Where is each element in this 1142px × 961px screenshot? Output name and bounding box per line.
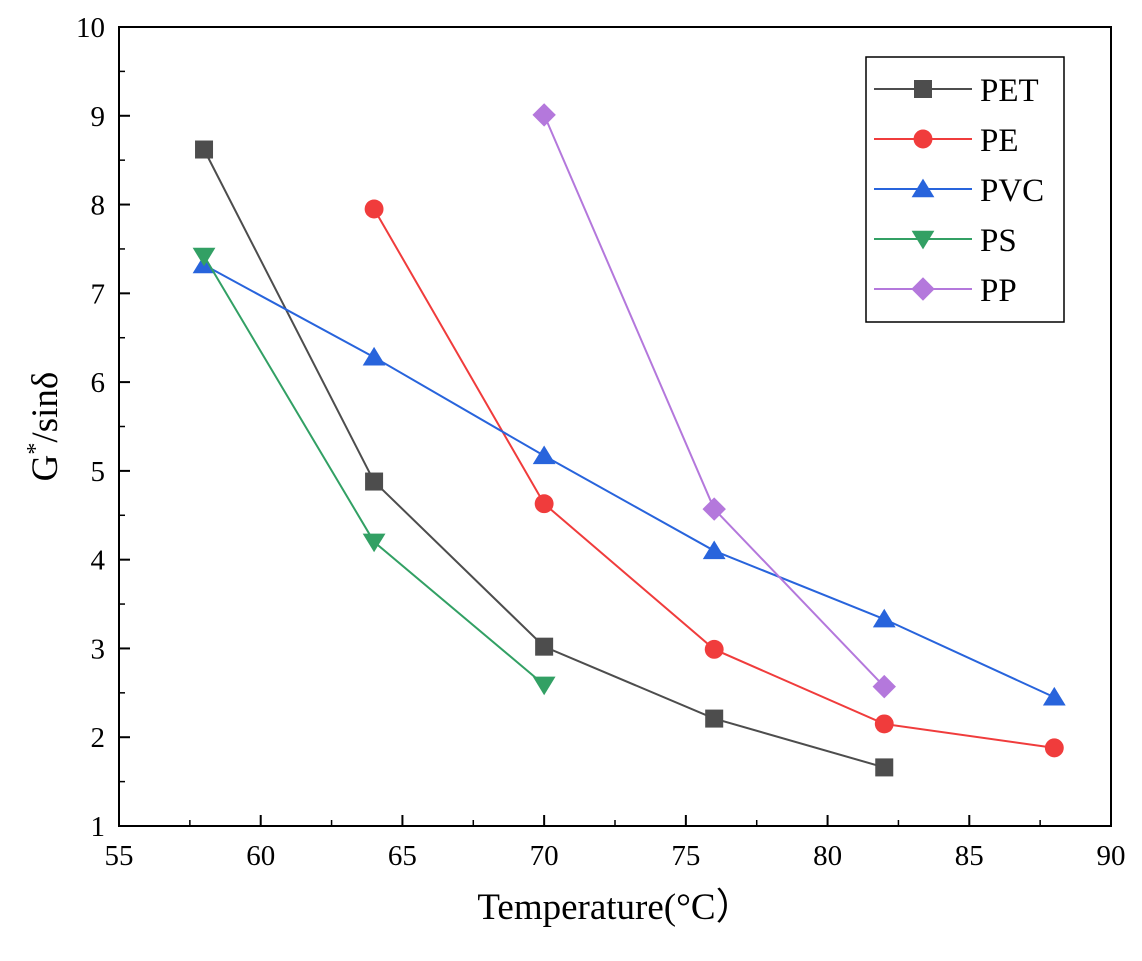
series-line-pvc (203, 264, 1055, 699)
legend-marker-pe (913, 129, 933, 149)
y-tick-label: 8 (91, 190, 106, 222)
data-point-ps (532, 676, 556, 696)
tick-labels-layer: 55 60 65 70 75 80 85 90 1 2 3 4 5 6 7 8 9 10 (76, 12, 1126, 872)
y-tick-label: 3 (91, 633, 106, 665)
data-point-pp (872, 674, 896, 699)
y-axis-title-tail: /sinδ (25, 372, 66, 443)
data-point-pvc (362, 346, 386, 366)
y-tick-label: 7 (91, 278, 106, 310)
data-point-pet (705, 709, 724, 728)
data-point-pet (875, 758, 894, 777)
y-tick-label: 6 (91, 367, 106, 399)
y-tick-label: 4 (91, 545, 106, 577)
x-tick-label: 60 (246, 840, 275, 872)
data-point-pe (1044, 738, 1064, 758)
data-point-pvc (1042, 686, 1066, 706)
legend-marker-pet (914, 80, 932, 98)
data-point-pe (534, 494, 554, 514)
legend: PET PE PVC PS PP (865, 56, 1065, 323)
series-layer (192, 103, 1066, 777)
data-point-pp (532, 103, 556, 127)
data-point-ps (362, 533, 386, 553)
y-axis-title: G*/sinδ (23, 372, 66, 482)
legend-item-ps: PS (874, 223, 1017, 259)
x-tick-label: 70 (530, 840, 559, 872)
x-axis-title: Temperature(°C） (477, 887, 752, 928)
data-point-pe (364, 199, 384, 219)
ticks-layer (118, 26, 1112, 827)
series-pp (532, 103, 896, 699)
legend-label-pvc: PVC (980, 173, 1044, 209)
series-pvc (192, 254, 1066, 706)
x-tick-label: 90 (1097, 840, 1126, 872)
x-tick-label: 55 (105, 840, 134, 872)
series-ps (192, 247, 556, 696)
series-line-pp (543, 114, 885, 688)
y-tick-label: 10 (76, 12, 105, 44)
data-point-pe (704, 639, 724, 659)
x-tick-label: 85 (955, 840, 984, 872)
data-point-pe (874, 714, 894, 734)
data-point-pvc (702, 540, 726, 560)
legend-item-pp: PP (874, 273, 1017, 309)
data-point-pet (365, 472, 384, 491)
series-pe (364, 199, 1064, 758)
data-point-pet (535, 637, 554, 656)
y-tick-label: 9 (91, 101, 106, 133)
y-tick-label: 1 (91, 811, 106, 843)
legend-marker-pvc (911, 178, 935, 198)
data-point-pp (702, 497, 726, 521)
x-tick-label: 80 (813, 840, 842, 872)
legend-label-ps: PS (980, 223, 1017, 259)
series-line-ps (203, 255, 545, 686)
y-tick-label: 2 (91, 722, 106, 754)
data-point-ps (192, 247, 216, 267)
legend-item-pe: PE (874, 123, 1019, 159)
legend-item-pet: PET (874, 73, 1039, 109)
data-point-pvc (532, 445, 556, 465)
legend-label-pe: PE (980, 123, 1019, 159)
y-tick-label: 5 (91, 456, 106, 488)
legend-marker-ps (911, 230, 935, 250)
data-point-pet (195, 140, 214, 159)
x-tick-label: 75 (671, 840, 700, 872)
legend-item-pvc: PVC (874, 173, 1044, 209)
y-axis-title-main: G (25, 455, 66, 482)
legend-label-pet: PET (980, 73, 1039, 109)
legend-marker-pp (911, 277, 935, 301)
data-point-pvc (872, 608, 896, 628)
x-tick-label: 65 (388, 840, 417, 872)
y-axis-title-superscript: * (23, 443, 49, 455)
legend-label-pp: PP (980, 273, 1017, 309)
series-pet (195, 140, 894, 777)
